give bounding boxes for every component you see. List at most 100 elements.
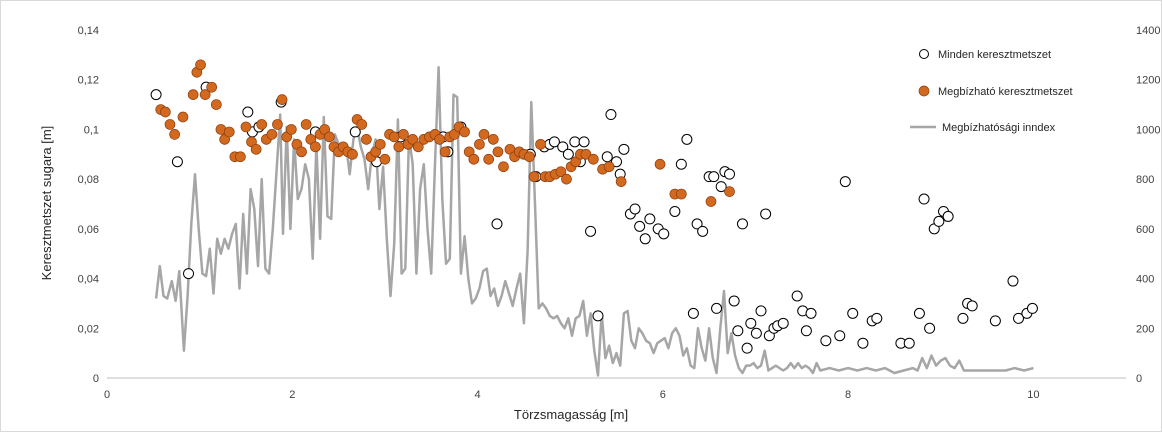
x-axis-title: Törzsmagasság [m] <box>514 407 628 422</box>
reliable-section-point <box>407 134 419 145</box>
reliable-section-point <box>199 89 211 100</box>
all-section-point <box>966 300 978 312</box>
all-section-point <box>691 218 703 230</box>
reliable-section-point <box>459 126 470 138</box>
legend-marker-open-circle <box>919 49 929 59</box>
y-tick-label: 0,06 <box>78 224 99 236</box>
reliable-section-point <box>164 119 176 130</box>
x-tick-label: 6 <box>660 389 666 401</box>
reliable-section-point <box>379 153 391 165</box>
reliability-index-line <box>154 66 1034 377</box>
reliable-section-point <box>266 129 278 140</box>
reliable-section-point <box>206 81 218 93</box>
reliable-section-point <box>223 126 235 138</box>
reliable-section-point <box>187 89 199 100</box>
reliable-section-point <box>256 119 268 130</box>
all-section-point <box>585 225 597 237</box>
all-section-point <box>183 268 195 280</box>
all-section-point <box>736 218 748 230</box>
plot-layer <box>150 59 1038 377</box>
all-section-point <box>957 312 969 324</box>
reliable-section-point <box>535 138 546 150</box>
y-tick-label: 0,14 <box>78 25 99 37</box>
all-section-point <box>562 148 574 160</box>
x-tick-label: 4 <box>474 389 480 401</box>
all-section-point <box>618 143 630 155</box>
y-tick-label: 0,08 <box>78 174 99 186</box>
all-section-point <box>728 295 740 307</box>
all-section-point <box>760 208 772 220</box>
reliable-section-point <box>398 129 409 140</box>
reliable-section-point <box>356 119 368 130</box>
y-tick-label: 0 <box>93 373 99 385</box>
reliable-section-point <box>310 141 321 153</box>
reliable-section-point <box>169 129 180 140</box>
all-section-point <box>732 325 744 337</box>
all-section-point <box>791 290 803 302</box>
all-section-point <box>644 213 656 225</box>
all-section-point <box>569 136 581 148</box>
reliable-section-point <box>210 99 222 110</box>
y-tick-label: 0,1 <box>84 124 99 136</box>
x-tick-label: 10 <box>1027 389 1039 401</box>
all-section-point <box>834 330 846 342</box>
all-section-point <box>942 210 954 222</box>
all-section-point <box>777 317 789 329</box>
axis-layer: Törzsmagasság [m] Keresztmetszet sugara … <box>39 25 1160 422</box>
legend-marker-filled-circle <box>918 85 930 97</box>
all-section-point <box>605 109 617 121</box>
all-section-point <box>658 228 670 240</box>
all-section-point <box>1013 312 1025 324</box>
reliable-section-point <box>177 111 189 123</box>
reliable-section-point <box>434 134 445 145</box>
y2-tick-label: 1200 <box>1136 75 1160 87</box>
all-section-point <box>755 305 767 317</box>
all-section-point <box>675 158 687 170</box>
all-section-point <box>548 136 560 148</box>
reliable-section-point <box>524 151 535 163</box>
reliable-section-point <box>468 153 480 165</box>
reliable-section-point <box>285 124 297 135</box>
y2-tick-label: 1000 <box>1136 124 1160 136</box>
all-section-point <box>989 315 1001 327</box>
reliable-section-point <box>272 119 283 130</box>
legend-label-all-sections: Minden keresztmetszet <box>938 49 1051 61</box>
all-section-point <box>711 302 723 314</box>
all-section-point <box>578 136 590 148</box>
y-tick-label: 0,02 <box>78 323 99 335</box>
y2-tick-label: 600 <box>1136 224 1154 236</box>
all-section-point <box>557 141 569 153</box>
all-section-point <box>715 181 727 193</box>
all-section-point <box>933 215 945 227</box>
reliable-section-point <box>724 186 735 197</box>
all-section-point <box>491 218 503 230</box>
reliable-section-point <box>561 173 572 185</box>
all-section-point <box>1026 302 1038 314</box>
reliable-section-point <box>498 161 509 173</box>
x-tick-label: 0 <box>104 389 110 401</box>
reliable-section-point <box>296 146 307 158</box>
reliable-section-point <box>276 94 288 105</box>
all-section-point <box>724 168 736 180</box>
all-section-point <box>913 307 925 319</box>
all-section-point <box>839 176 851 188</box>
reliable-section-point <box>492 146 504 158</box>
all-section-point <box>871 312 883 324</box>
reliable-section-point <box>705 196 717 207</box>
reliable-section-point <box>388 131 400 143</box>
reliable-section-point <box>250 143 262 155</box>
all-section-point <box>805 307 817 319</box>
x-tick-label: 8 <box>845 389 851 401</box>
all-section-point <box>349 126 361 138</box>
reliable-section-point <box>483 153 495 165</box>
reliable-section-point <box>654 158 666 170</box>
x-tick-label: 2 <box>289 389 295 401</box>
all-section-point <box>820 335 832 347</box>
all-section-point <box>745 317 757 329</box>
reliable-section-point <box>603 161 615 173</box>
reliable-section-point <box>675 188 687 200</box>
all-section-point <box>800 325 812 337</box>
all-section-point <box>171 156 183 168</box>
